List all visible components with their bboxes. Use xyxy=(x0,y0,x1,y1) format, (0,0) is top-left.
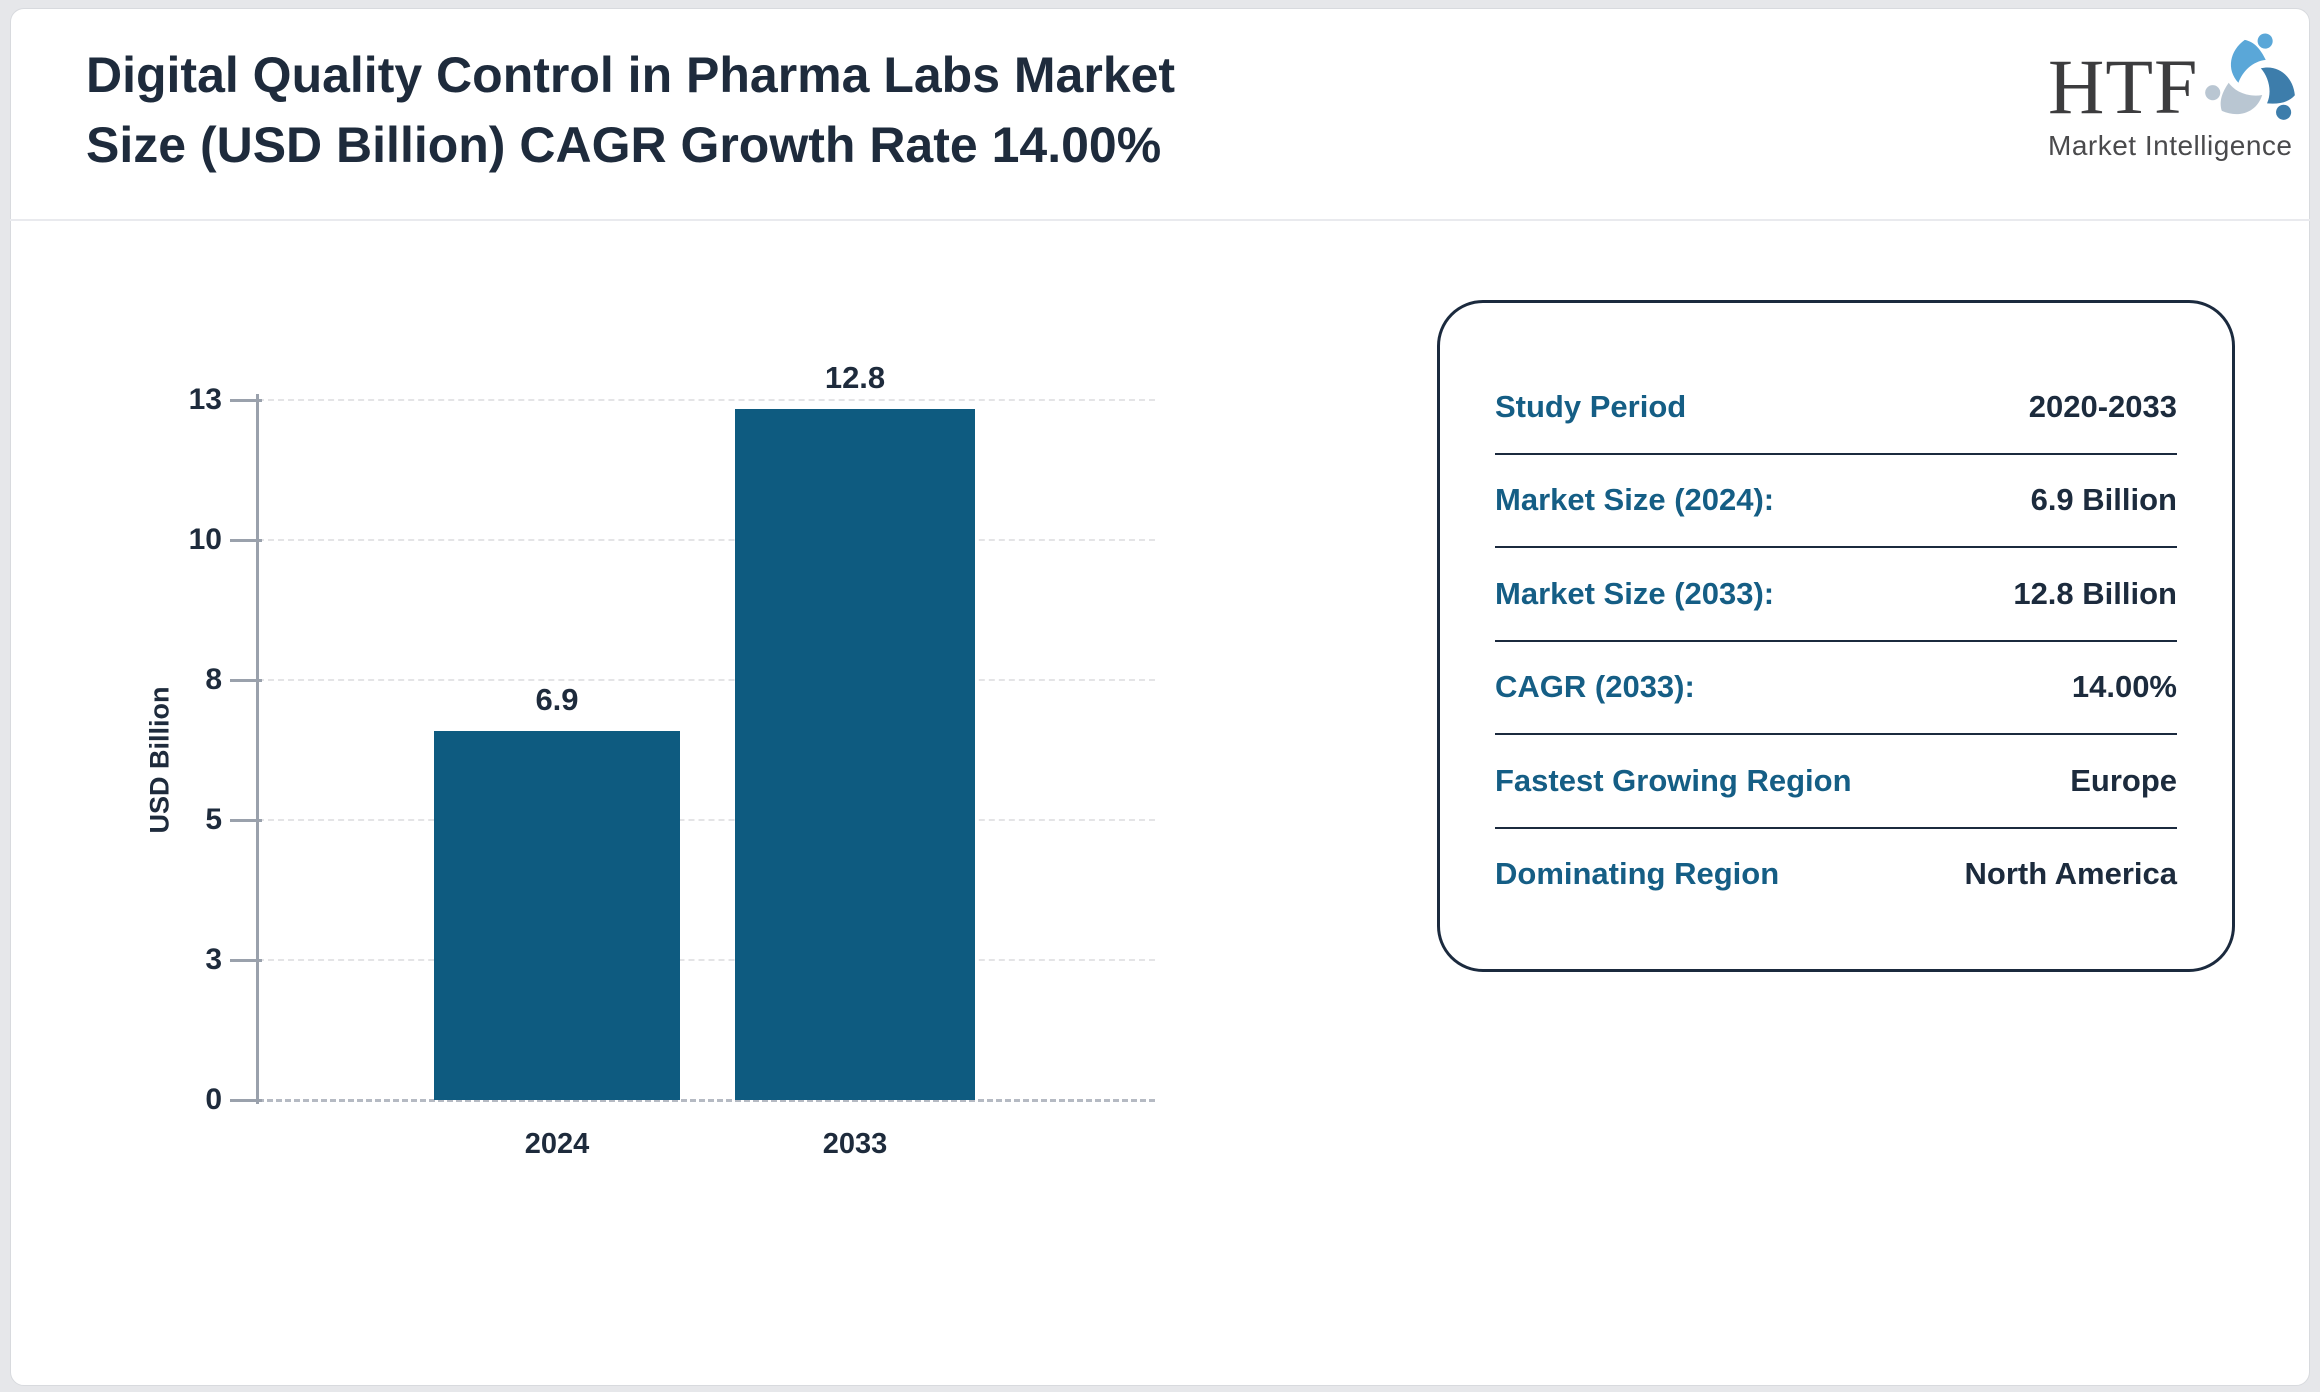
x-tick-label-2024: 2024 xyxy=(524,1128,590,1160)
page-title-line2: Size (USD Billion) CAGR Growth Rate 14.0… xyxy=(86,117,1162,173)
panel-row: Fastest Growing Region Europe xyxy=(1495,735,2177,829)
htf-swirl-icon xyxy=(2205,33,2296,120)
y-gridline xyxy=(258,539,1155,541)
y-tick-mark xyxy=(230,958,262,962)
panel-row-label: Fastest Growing Region xyxy=(1495,762,1852,798)
htf-logo-subtitle: Market Intelligence xyxy=(2048,130,2293,161)
panel-row-value: North America xyxy=(1964,856,2177,892)
bar-2024 xyxy=(434,731,680,1100)
y-tick-label: 13 xyxy=(188,383,222,416)
panel-row: CAGR (2033): 14.00% xyxy=(1495,642,2177,735)
page-title-line1: Digital Quality Control in Pharma Labs M… xyxy=(86,47,1176,103)
key-stats-panel: Study Period 2020-2033 Market Size (2024):… xyxy=(1437,300,2235,972)
y-gridline xyxy=(258,819,1155,821)
panel-row-value: 14.00% xyxy=(2071,669,2177,705)
y-axis-line xyxy=(256,394,259,1104)
panel-row-label: Market Size (2024): xyxy=(1495,482,1775,518)
header-divider xyxy=(10,219,2310,221)
y-tick-label: 0 xyxy=(205,1083,222,1116)
bar-value-label-2033: 12.8 xyxy=(824,360,886,396)
panel-row: Market Size (2024): 6.9 Billion xyxy=(1495,455,2177,548)
panel-row-value: 6.9 Billion xyxy=(2030,482,2177,518)
y-gridline xyxy=(258,959,1155,961)
panel-row-value: Europe xyxy=(2070,762,2177,798)
y-tick-label: 8 xyxy=(205,663,222,696)
panel-row: Dominating Region North America xyxy=(1495,829,2177,921)
y-tick-mark xyxy=(230,1098,262,1102)
y-gridline xyxy=(258,679,1155,681)
y-gridline xyxy=(258,399,1155,401)
panel-row-value: 12.8 Billion xyxy=(2013,575,2177,611)
htf-logo: HTF Market Intelligence xyxy=(2048,26,2308,176)
y-tick-label: 3 xyxy=(205,943,222,976)
panel-row-value: 2020-2033 xyxy=(2028,388,2177,424)
panel-row-label: Dominating Region xyxy=(1495,856,1780,892)
y-tick-mark xyxy=(230,818,262,822)
bar-value-label-2024: 6.9 xyxy=(535,682,579,718)
panel-row-label: Study Period xyxy=(1495,388,1687,424)
panel-row: Market Size (2033): 12.8 Billion xyxy=(1495,548,2177,642)
htf-logo-acronym: HTF xyxy=(2048,43,2199,130)
panel-row: Study Period 2020-2033 xyxy=(1495,361,2177,455)
x-tick-label-2033: 2033 xyxy=(822,1128,888,1160)
y-tick-mark xyxy=(230,398,262,402)
y-tick-label: 10 xyxy=(188,523,222,556)
key-stats-rows: Study Period 2020-2033 Market Size (2024):… xyxy=(1495,361,2177,920)
panel-row-label: Market Size (2033): xyxy=(1495,575,1775,611)
y-tick-mark xyxy=(230,678,262,682)
x-axis-baseline xyxy=(258,1099,1155,1102)
y-tick-label: 5 xyxy=(205,803,222,836)
page-title: Digital Quality Control in Pharma Labs M… xyxy=(86,40,1486,180)
panel-row-label: CAGR (2033): xyxy=(1495,669,1695,705)
y-tick-mark xyxy=(230,538,262,542)
bar-2033 xyxy=(735,409,975,1100)
